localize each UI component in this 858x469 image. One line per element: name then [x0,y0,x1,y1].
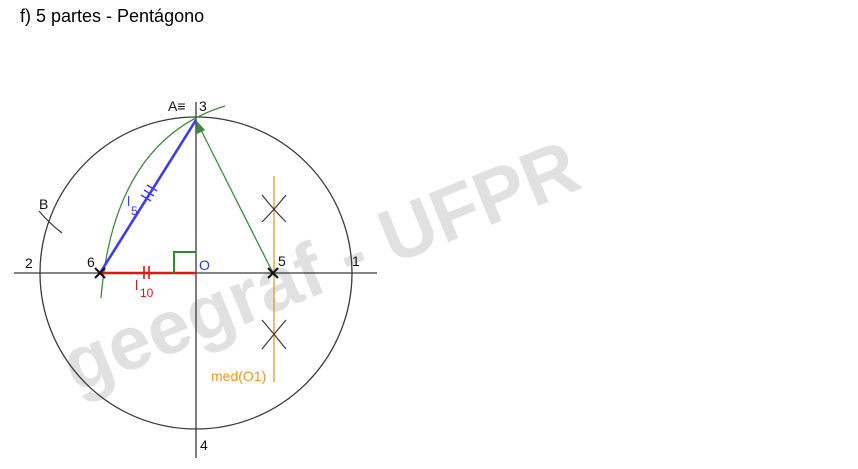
l10-tick-marks [143,266,150,279]
pentagon-side-l5 [98,119,198,274]
label-l5: l 5 [127,193,138,218]
label-2: 2 [25,255,33,271]
label-bisector: med(O1) [211,368,266,384]
label-5: 5 [278,253,286,269]
arrowhead-at-a [196,120,205,134]
point-5-mark [267,267,279,279]
bisector-arc-marks [261,194,287,350]
right-angle-marker [173,251,196,273]
label-l10-main: l [135,277,138,293]
label-o: O [199,257,210,273]
label-l10-sub: 10 [140,286,154,300]
label-l5-sub: 5 [131,204,138,218]
label-a: A≡ [168,98,186,114]
label-b: B [39,196,48,212]
page-title: f) 5 partes - Pentágono [20,6,205,26]
label-3: 3 [199,98,207,114]
point-6-mark [94,267,106,279]
label-l5-main: l [127,193,130,209]
label-1: 1 [352,253,360,269]
green-arc-5-to-6 [100,105,226,299]
arc-mark-b [38,210,63,234]
label-4: 4 [200,437,208,453]
l5-tick-marks [140,184,158,202]
label-l10: l 10 [135,277,154,300]
radius-5-to-a [199,127,274,274]
label-6: 6 [87,254,95,270]
